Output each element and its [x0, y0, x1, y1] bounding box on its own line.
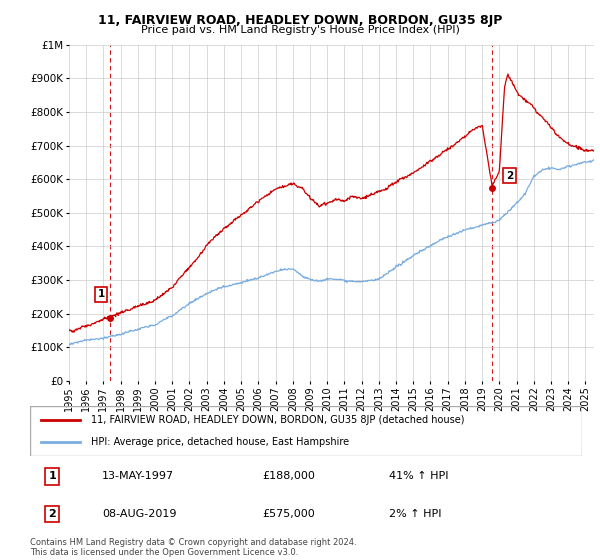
Text: 2: 2	[506, 171, 513, 181]
Text: 13-MAY-1997: 13-MAY-1997	[102, 472, 174, 482]
Text: £575,000: £575,000	[262, 509, 314, 519]
Text: 2: 2	[48, 509, 56, 519]
Text: HPI: Average price, detached house, East Hampshire: HPI: Average price, detached house, East…	[91, 437, 349, 447]
Text: 1: 1	[48, 472, 56, 482]
Text: 08-AUG-2019: 08-AUG-2019	[102, 509, 176, 519]
Text: 11, FAIRVIEW ROAD, HEADLEY DOWN, BORDON, GU35 8JP (detached house): 11, FAIRVIEW ROAD, HEADLEY DOWN, BORDON,…	[91, 415, 464, 425]
Text: £188,000: £188,000	[262, 472, 315, 482]
Text: 1: 1	[98, 289, 105, 299]
Text: Contains HM Land Registry data © Crown copyright and database right 2024.
This d: Contains HM Land Registry data © Crown c…	[30, 538, 356, 557]
Text: 41% ↑ HPI: 41% ↑ HPI	[389, 472, 448, 482]
Text: Price paid vs. HM Land Registry's House Price Index (HPI): Price paid vs. HM Land Registry's House …	[140, 25, 460, 35]
Text: 2% ↑ HPI: 2% ↑ HPI	[389, 509, 442, 519]
Text: 11, FAIRVIEW ROAD, HEADLEY DOWN, BORDON, GU35 8JP: 11, FAIRVIEW ROAD, HEADLEY DOWN, BORDON,…	[98, 14, 502, 27]
